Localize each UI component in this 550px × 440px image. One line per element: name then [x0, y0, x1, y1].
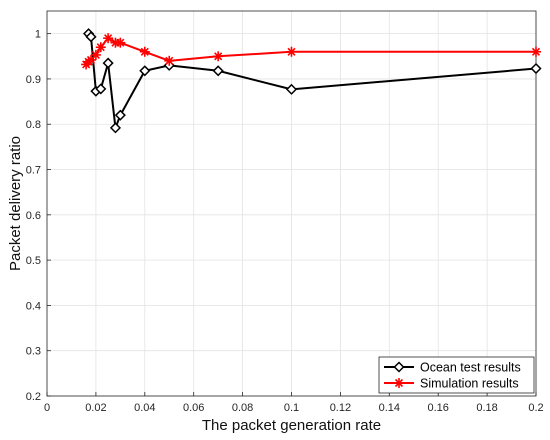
data-point	[286, 46, 297, 57]
legend-marker	[393, 361, 405, 373]
x-tick-label: 0.12	[330, 402, 351, 414]
x-axis-label: The packet generation rate	[202, 417, 381, 434]
x-tick-label: 0.02	[85, 402, 106, 414]
data-point	[285, 83, 298, 95]
asterisk-stroke	[394, 378, 404, 388]
asterisk-stroke	[104, 34, 113, 43]
y-axis-label: Packet delivery ratio	[7, 136, 24, 271]
y-tick-label: 1	[35, 29, 41, 41]
data-point	[531, 46, 541, 57]
y-tick-label: 0.2	[26, 391, 41, 403]
data-point	[139, 46, 150, 57]
y-tick-label: 0.8	[26, 119, 41, 131]
data-point	[85, 31, 97, 43]
x-tick-label: 0.14	[379, 402, 400, 414]
x-tick-label: 0.18	[476, 402, 497, 414]
asterisk-stroke	[91, 50, 100, 60]
x-tick-label: 0.2	[528, 402, 543, 414]
asterisk-stroke	[214, 52, 223, 61]
data-point	[530, 62, 542, 75]
data-point	[95, 83, 107, 95]
x-tick-label: 0.04	[134, 402, 155, 414]
data-point	[213, 51, 224, 62]
x-tick-label: 0.08	[232, 402, 253, 414]
data-point	[115, 37, 126, 48]
asterisk-stroke	[140, 47, 149, 56]
axis-ticks: 0 0.02 0.04 0.06 0.08 0.1 0.12 0.14 0.16 0.18 0.2 0…	[26, 29, 544, 414]
y-tick-label: 0.5	[26, 255, 41, 267]
data-point	[103, 33, 114, 44]
data-point	[164, 55, 175, 66]
x-tick-label: 0.1	[284, 402, 299, 414]
asterisk-stroke	[116, 38, 125, 47]
series-line	[85, 36, 536, 66]
data-point	[90, 49, 101, 60]
data-point	[139, 65, 151, 77]
asterisk-stroke	[96, 43, 105, 52]
x-tick-label: 0	[44, 402, 50, 414]
series-line	[87, 33, 537, 129]
y-tick-label: 0.3	[26, 346, 41, 358]
series-2	[81, 33, 541, 70]
legend: Ocean test results Simulation results	[378, 356, 535, 394]
series-layer	[81, 28, 542, 134]
data-point	[102, 57, 114, 69]
x-tick-label: 0.06	[183, 402, 204, 414]
y-tick-label: 0.7	[26, 165, 41, 177]
legend-label: Ocean test results	[420, 361, 521, 375]
data-point	[109, 122, 122, 134]
legend-label: Simulation results	[420, 377, 519, 391]
data-point	[212, 65, 224, 77]
data-point	[95, 42, 106, 53]
y-tick-label: 0.4	[26, 300, 41, 312]
x-tick-label: 0.16	[427, 402, 448, 414]
asterisk-stroke	[287, 47, 296, 56]
asterisk-stroke	[165, 56, 174, 65]
legend-box	[378, 356, 535, 394]
legend-marker	[394, 378, 404, 388]
series-1	[83, 28, 542, 134]
data-point	[114, 109, 126, 121]
y-tick-label: 0.9	[26, 74, 41, 86]
y-tick-label: 0.6	[26, 210, 41, 222]
asterisk-stroke	[531, 47, 541, 56]
grid-lines	[46, 11, 537, 397]
